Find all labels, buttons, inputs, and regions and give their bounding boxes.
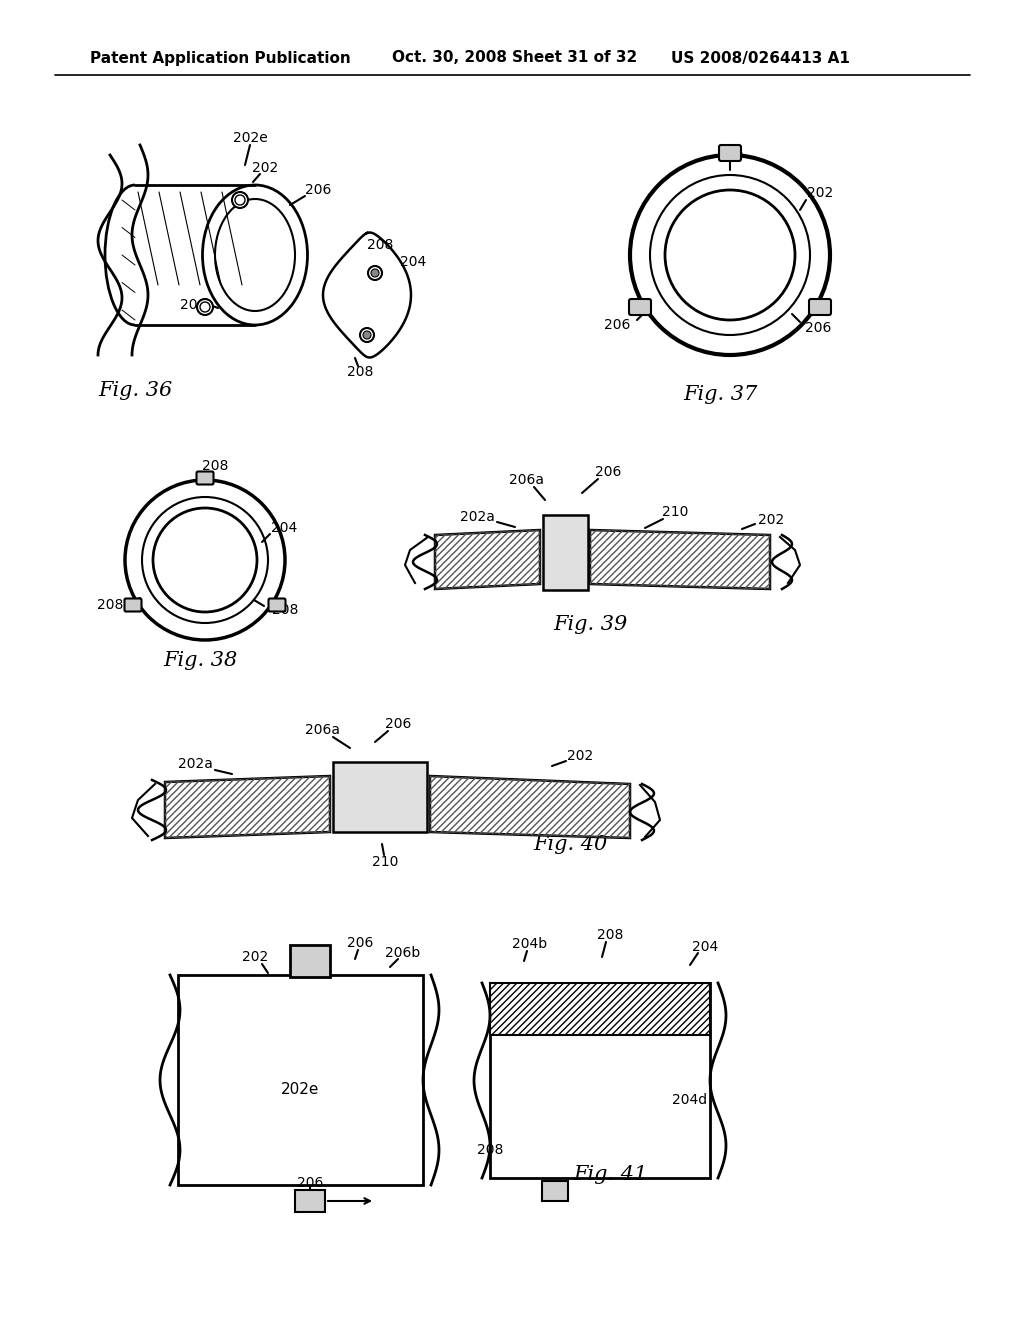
Text: 204: 204 xyxy=(692,940,718,954)
FancyBboxPatch shape xyxy=(295,1191,325,1212)
Text: 206b: 206b xyxy=(385,946,421,960)
FancyBboxPatch shape xyxy=(125,598,141,611)
Text: 206a: 206a xyxy=(304,723,340,737)
Text: 208: 208 xyxy=(271,603,298,616)
Text: 208: 208 xyxy=(97,598,123,612)
Text: 202a: 202a xyxy=(177,756,212,771)
Text: 206: 206 xyxy=(297,1176,324,1191)
FancyBboxPatch shape xyxy=(629,300,651,315)
Text: 206: 206 xyxy=(805,321,831,335)
Text: 208: 208 xyxy=(202,459,228,473)
Text: 208: 208 xyxy=(597,928,624,942)
FancyBboxPatch shape xyxy=(719,145,741,161)
Text: Sheet 31 of 32: Sheet 31 of 32 xyxy=(512,50,638,66)
Polygon shape xyxy=(165,776,330,838)
Text: 208: 208 xyxy=(347,366,373,379)
Text: Fig. 39: Fig. 39 xyxy=(553,615,627,635)
Circle shape xyxy=(362,331,371,339)
FancyBboxPatch shape xyxy=(268,598,286,611)
Text: 210: 210 xyxy=(662,506,688,519)
Polygon shape xyxy=(430,776,630,838)
Text: 206: 206 xyxy=(180,298,206,312)
Text: Fig. 37: Fig. 37 xyxy=(683,385,757,404)
Text: 202e: 202e xyxy=(281,1082,319,1097)
Text: US 2008/0264413 A1: US 2008/0264413 A1 xyxy=(671,50,850,66)
Text: 208: 208 xyxy=(367,238,393,252)
FancyBboxPatch shape xyxy=(490,983,710,1177)
FancyBboxPatch shape xyxy=(178,975,423,1185)
FancyBboxPatch shape xyxy=(543,515,588,590)
Text: Fig. 36: Fig. 36 xyxy=(98,380,172,400)
Text: 204: 204 xyxy=(271,521,297,535)
Circle shape xyxy=(368,267,382,280)
Text: Oct. 30, 2008: Oct. 30, 2008 xyxy=(392,50,508,66)
Text: 206: 206 xyxy=(347,936,373,950)
Text: 202: 202 xyxy=(567,748,593,763)
Polygon shape xyxy=(435,531,540,589)
Text: 202e: 202e xyxy=(232,131,267,145)
Polygon shape xyxy=(323,232,411,358)
FancyBboxPatch shape xyxy=(809,300,831,315)
Text: 206: 206 xyxy=(305,183,331,197)
Text: 204d: 204d xyxy=(673,1093,708,1107)
Text: 210: 210 xyxy=(372,855,398,869)
Text: 208: 208 xyxy=(477,1143,503,1158)
Text: 202: 202 xyxy=(242,950,268,964)
Text: 204b: 204b xyxy=(512,937,548,950)
FancyBboxPatch shape xyxy=(333,762,427,832)
Text: 204: 204 xyxy=(400,255,426,269)
FancyBboxPatch shape xyxy=(290,945,330,977)
Text: Patent Application Publication: Patent Application Publication xyxy=(90,50,350,66)
Text: 202: 202 xyxy=(758,513,784,527)
Text: Fig. 38: Fig. 38 xyxy=(163,651,238,669)
Text: Fig. 41: Fig. 41 xyxy=(572,1166,647,1184)
Text: 206: 206 xyxy=(595,465,622,479)
Circle shape xyxy=(197,300,213,315)
FancyBboxPatch shape xyxy=(197,471,213,484)
Text: Fig. 40: Fig. 40 xyxy=(532,836,607,854)
FancyBboxPatch shape xyxy=(542,1181,568,1201)
Text: 206: 206 xyxy=(717,147,743,160)
Polygon shape xyxy=(490,983,710,1035)
Circle shape xyxy=(371,269,379,277)
Circle shape xyxy=(232,191,248,209)
Circle shape xyxy=(360,327,374,342)
Text: 202: 202 xyxy=(807,186,834,201)
Text: 206a: 206a xyxy=(510,473,545,487)
Text: 202: 202 xyxy=(252,161,279,176)
Text: 206: 206 xyxy=(385,717,412,731)
Text: 206: 206 xyxy=(604,318,630,333)
Text: 202a: 202a xyxy=(460,510,495,524)
Polygon shape xyxy=(590,531,770,589)
